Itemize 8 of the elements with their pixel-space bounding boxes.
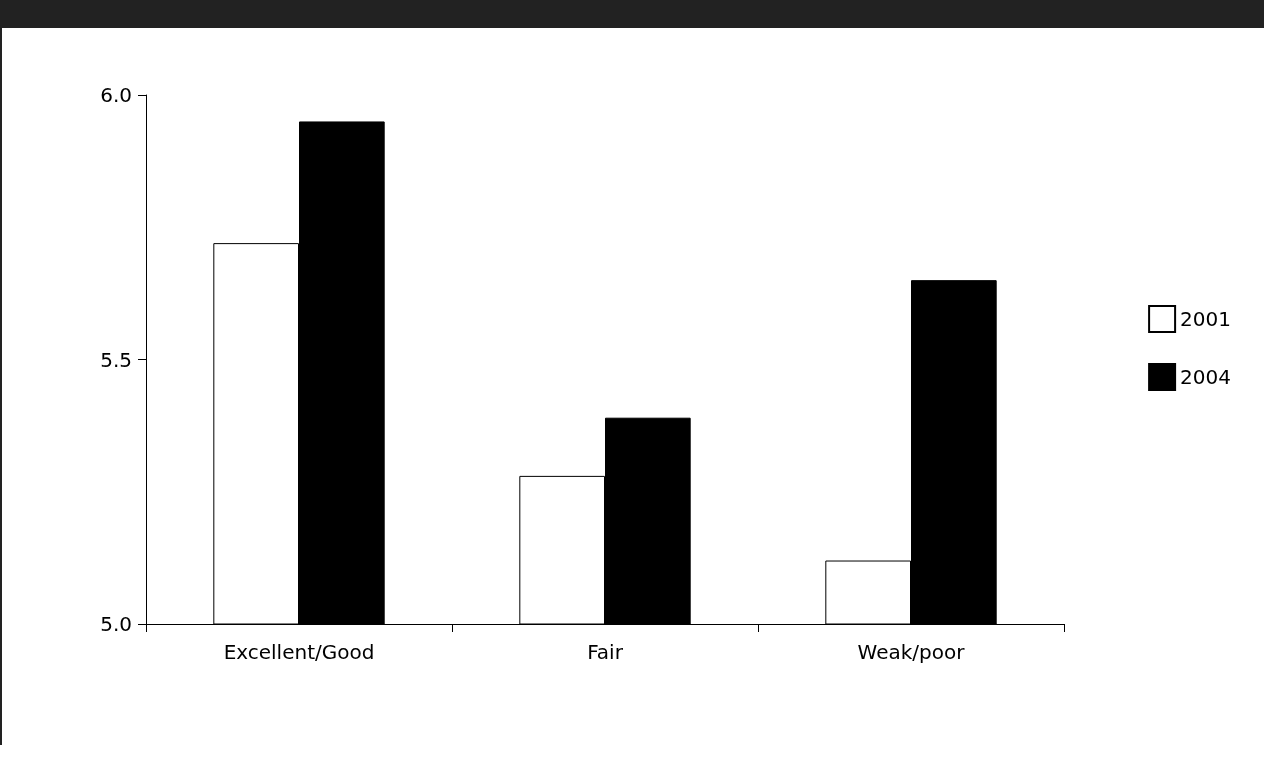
y-tick-label: 6.0 [100,83,132,107]
x-tick-label: Weak/poor [857,640,966,664]
y-tick-label: 5.5 [100,347,132,372]
x-tick-label: Excellent/Good [223,640,375,664]
y-tick-label: 5.0 [100,612,132,636]
x-tick-label: Fair [587,640,624,664]
legend-label: 2001 [1180,307,1232,331]
legend-label: 2004 [1180,365,1232,389]
